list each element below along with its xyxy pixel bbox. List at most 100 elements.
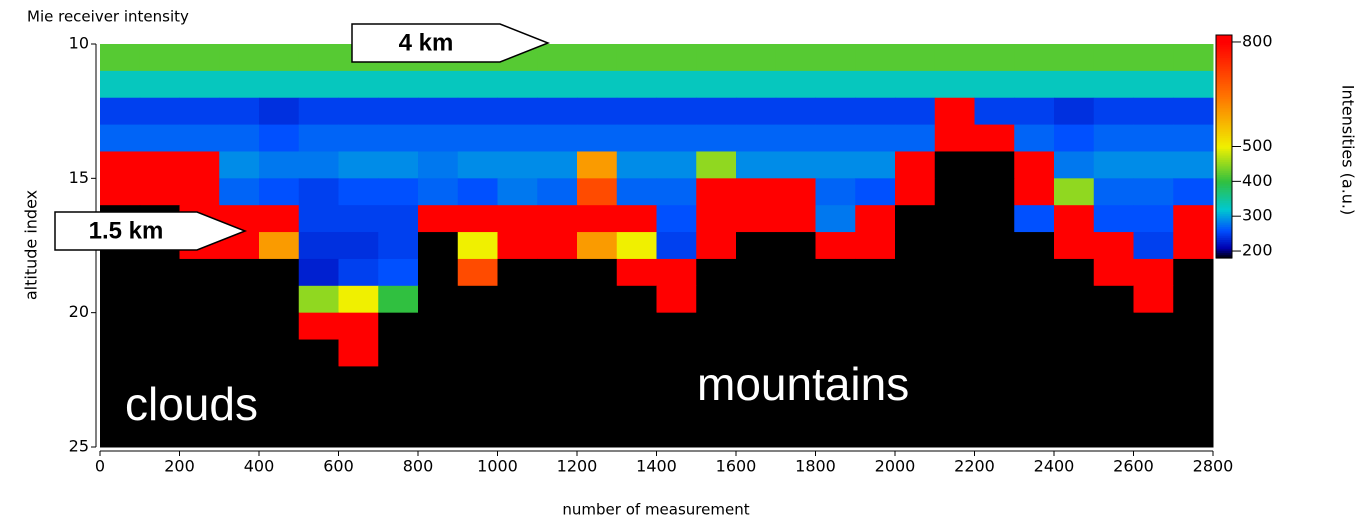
heat-cell bbox=[180, 286, 220, 313]
heat-cell bbox=[219, 259, 259, 286]
heat-cell bbox=[975, 340, 1015, 367]
heat-cell bbox=[1094, 151, 1134, 178]
heat-cell bbox=[816, 44, 856, 71]
heat-cell bbox=[1014, 340, 1054, 367]
heat-cell bbox=[657, 366, 697, 393]
heat-cell bbox=[617, 259, 657, 286]
heat-cell bbox=[1054, 313, 1094, 340]
heat-cell bbox=[339, 205, 379, 232]
heat-cell bbox=[736, 71, 776, 98]
heat-cell bbox=[657, 178, 697, 205]
heat-cell bbox=[935, 259, 975, 286]
heat-cell bbox=[617, 286, 657, 313]
heat-cell bbox=[1054, 44, 1094, 71]
heat-cell bbox=[1014, 313, 1054, 340]
heat-cell bbox=[816, 151, 856, 178]
heat-cell bbox=[498, 205, 538, 232]
heat-cell bbox=[259, 44, 299, 71]
heat-cell bbox=[1014, 232, 1054, 259]
heat-cell bbox=[1054, 151, 1094, 178]
heat-cell bbox=[498, 98, 538, 125]
heat-cell bbox=[458, 178, 498, 205]
heat-cell bbox=[180, 125, 220, 152]
heat-cell bbox=[418, 232, 458, 259]
heat-cell bbox=[259, 313, 299, 340]
heat-cell bbox=[577, 313, 617, 340]
heat-cell bbox=[696, 232, 736, 259]
heat-cell bbox=[657, 420, 697, 447]
x-axis-label: number of measurement bbox=[562, 501, 749, 519]
heat-cell bbox=[1094, 366, 1134, 393]
heat-cell bbox=[100, 151, 140, 178]
heat-cell bbox=[1173, 151, 1213, 178]
heat-cell bbox=[1014, 205, 1054, 232]
heat-cell bbox=[816, 71, 856, 98]
heat-cell bbox=[696, 259, 736, 286]
heat-cell bbox=[100, 125, 140, 152]
heat-cell bbox=[975, 420, 1015, 447]
colorbar-tick-label: 200 bbox=[1242, 241, 1273, 260]
heat-cell bbox=[1173, 232, 1213, 259]
heat-cell bbox=[537, 393, 577, 420]
x-tick-label: 2200 bbox=[954, 457, 995, 476]
heat-cell bbox=[1094, 98, 1134, 125]
heat-cell bbox=[736, 151, 776, 178]
heat-cell bbox=[577, 151, 617, 178]
x-tick-label: 0 bbox=[95, 457, 105, 476]
heat-cell bbox=[339, 151, 379, 178]
heat-cell bbox=[776, 98, 816, 125]
heat-cell bbox=[895, 286, 935, 313]
heat-cell bbox=[816, 420, 856, 447]
heat-cell bbox=[339, 178, 379, 205]
heat-cell bbox=[1173, 366, 1213, 393]
heat-cell bbox=[418, 205, 458, 232]
heat-cell bbox=[259, 259, 299, 286]
heat-cell bbox=[696, 313, 736, 340]
heat-cell bbox=[1094, 259, 1134, 286]
heat-cell bbox=[498, 313, 538, 340]
heat-cell bbox=[259, 286, 299, 313]
heat-cell bbox=[299, 393, 339, 420]
heat-cell bbox=[339, 98, 379, 125]
heat-cell bbox=[1134, 366, 1174, 393]
heat-cell bbox=[975, 393, 1015, 420]
heat-cell bbox=[577, 340, 617, 367]
colorbar-tick-label: 400 bbox=[1242, 171, 1273, 190]
heat-cell bbox=[975, 125, 1015, 152]
heat-cell bbox=[219, 340, 259, 367]
x-tick-label: 600 bbox=[323, 457, 354, 476]
x-tick-label: 2400 bbox=[1034, 457, 1075, 476]
heat-cell bbox=[259, 420, 299, 447]
heat-cell bbox=[219, 286, 259, 313]
heat-cell bbox=[140, 313, 180, 340]
heat-cell bbox=[1173, 313, 1213, 340]
heat-cell bbox=[339, 420, 379, 447]
heat-cell bbox=[498, 393, 538, 420]
heat-cell bbox=[577, 420, 617, 447]
heat-cell bbox=[816, 286, 856, 313]
heat-cell bbox=[895, 98, 935, 125]
heat-cell bbox=[498, 232, 538, 259]
x-tick-label: 200 bbox=[164, 457, 195, 476]
heat-cell bbox=[100, 259, 140, 286]
heat-cell bbox=[1094, 313, 1134, 340]
heat-cell bbox=[776, 313, 816, 340]
heat-cell bbox=[339, 313, 379, 340]
heat-cell bbox=[299, 366, 339, 393]
heat-cell bbox=[180, 340, 220, 367]
heat-cell bbox=[140, 259, 180, 286]
heat-cell bbox=[537, 259, 577, 286]
heat-cell bbox=[378, 98, 418, 125]
heat-cell bbox=[975, 178, 1015, 205]
heat-cell bbox=[975, 71, 1015, 98]
heat-cell bbox=[816, 178, 856, 205]
heat-cell bbox=[299, 313, 339, 340]
heat-cell bbox=[736, 232, 776, 259]
heat-cell bbox=[537, 420, 577, 447]
heat-cell bbox=[1054, 393, 1094, 420]
heat-cell bbox=[1134, 44, 1174, 71]
heat-cell bbox=[855, 232, 895, 259]
heat-cell bbox=[975, 286, 1015, 313]
heat-cell bbox=[657, 393, 697, 420]
